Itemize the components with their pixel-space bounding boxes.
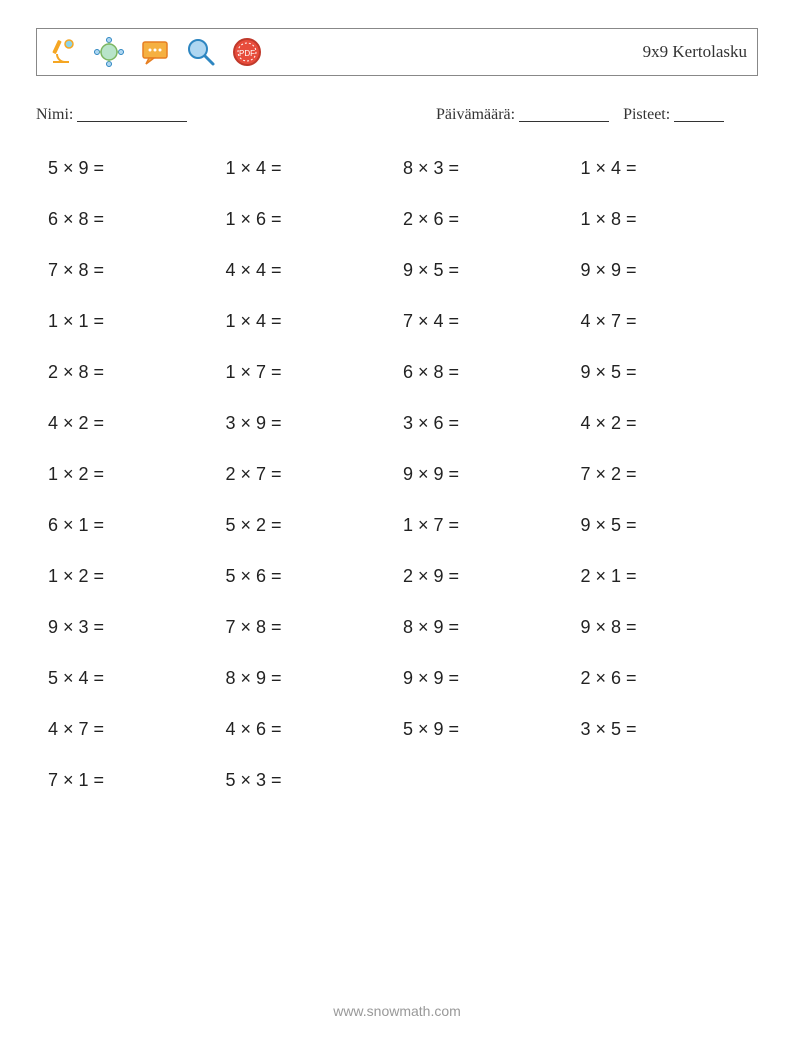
date-label: Päivämäärä: xyxy=(436,106,515,123)
problem-cell: 8 × 3 = xyxy=(403,158,581,179)
header-bar: PDF 9x9 Kertolasku xyxy=(36,28,758,76)
problem-cell: 1 × 2 = xyxy=(48,464,226,485)
microscope-icon xyxy=(47,36,79,68)
problem-cell: 4 × 4 = xyxy=(226,260,404,281)
problem-cell: 1 × 4 = xyxy=(581,158,759,179)
score-label: Pisteet: xyxy=(623,106,670,123)
chat-bubble-icon xyxy=(139,36,171,68)
problem-cell: 9 × 5 = xyxy=(581,362,759,383)
meta-row: Nimi: Päivämäärä: Pisteet: xyxy=(36,102,758,124)
magnifier-icon xyxy=(185,36,217,68)
problem-cell: 7 × 2 = xyxy=(581,464,759,485)
problem-cell: 5 × 4 = xyxy=(48,668,226,689)
problem-cell: 5 × 3 = xyxy=(226,770,404,791)
problem-cell: 2 × 8 = xyxy=(48,362,226,383)
problem-cell: 5 × 9 = xyxy=(48,158,226,179)
worksheet-title: 9x9 Kertolasku xyxy=(643,42,747,62)
problem-cell: 7 × 8 = xyxy=(48,260,226,281)
problem-cell: 1 × 1 = xyxy=(48,311,226,332)
name-label: Nimi: xyxy=(36,106,73,123)
problem-cell: 3 × 6 = xyxy=(403,413,581,434)
problem-cell: 1 × 4 = xyxy=(226,158,404,179)
problem-cell: 9 × 9 = xyxy=(403,464,581,485)
problem-cell: 4 × 2 = xyxy=(581,413,759,434)
problem-cell: 1 × 2 = xyxy=(48,566,226,587)
problem-cell: 1 × 6 = xyxy=(226,209,404,230)
problem-cell: 1 × 7 = xyxy=(226,362,404,383)
problem-cell: 3 × 9 = xyxy=(226,413,404,434)
svg-text:PDF: PDF xyxy=(239,49,255,58)
problem-cell: 9 × 5 = xyxy=(581,515,759,536)
problem-cell: 1 × 8 = xyxy=(581,209,759,230)
problem-cell: 1 × 4 = xyxy=(226,311,404,332)
problem-cell: 7 × 4 = xyxy=(403,311,581,332)
problem-cell: 9 × 5 = xyxy=(403,260,581,281)
problem-cell: 5 × 2 = xyxy=(226,515,404,536)
problem-cell: 2 × 9 = xyxy=(403,566,581,587)
problem-cell: 5 × 9 = xyxy=(403,719,581,740)
problem-cell: 9 × 3 = xyxy=(48,617,226,638)
problem-cell: 7 × 8 = xyxy=(226,617,404,638)
problem-cell: 2 × 6 = xyxy=(581,668,759,689)
problems-grid: 5 × 9 =1 × 4 =8 × 3 =1 × 4 =6 × 8 =1 × 6… xyxy=(36,158,758,791)
problem-cell: 3 × 5 = xyxy=(581,719,759,740)
problem-cell: 6 × 8 = xyxy=(403,362,581,383)
problem-cell: 5 × 6 = xyxy=(226,566,404,587)
problem-cell: 9 × 8 = xyxy=(581,617,759,638)
name-blank[interactable] xyxy=(77,105,187,122)
problem-cell: 2 × 6 = xyxy=(403,209,581,230)
globe-network-icon xyxy=(93,36,125,68)
problem-cell: 4 × 7 = xyxy=(581,311,759,332)
problem-cell: 8 × 9 = xyxy=(226,668,404,689)
problem-cell: 9 × 9 = xyxy=(581,260,759,281)
footer-url: www.snowmath.com xyxy=(0,1003,794,1019)
score-blank[interactable] xyxy=(674,105,724,122)
problem-cell: 4 × 7 = xyxy=(48,719,226,740)
stamp-icon: PDF xyxy=(231,36,263,68)
problem-cell: 1 × 7 = xyxy=(403,515,581,536)
problem-cell: 2 × 1 = xyxy=(581,566,759,587)
problem-cell: 6 × 8 = xyxy=(48,209,226,230)
problem-cell: 6 × 1 = xyxy=(48,515,226,536)
problem-cell: 7 × 1 = xyxy=(48,770,226,791)
icon-row: PDF xyxy=(47,36,263,68)
date-blank[interactable] xyxy=(519,105,609,122)
problem-cell: 2 × 7 = xyxy=(226,464,404,485)
problem-cell: 4 × 6 = xyxy=(226,719,404,740)
problem-cell: 9 × 9 = xyxy=(403,668,581,689)
problem-cell: 4 × 2 = xyxy=(48,413,226,434)
problem-cell: 8 × 9 = xyxy=(403,617,581,638)
